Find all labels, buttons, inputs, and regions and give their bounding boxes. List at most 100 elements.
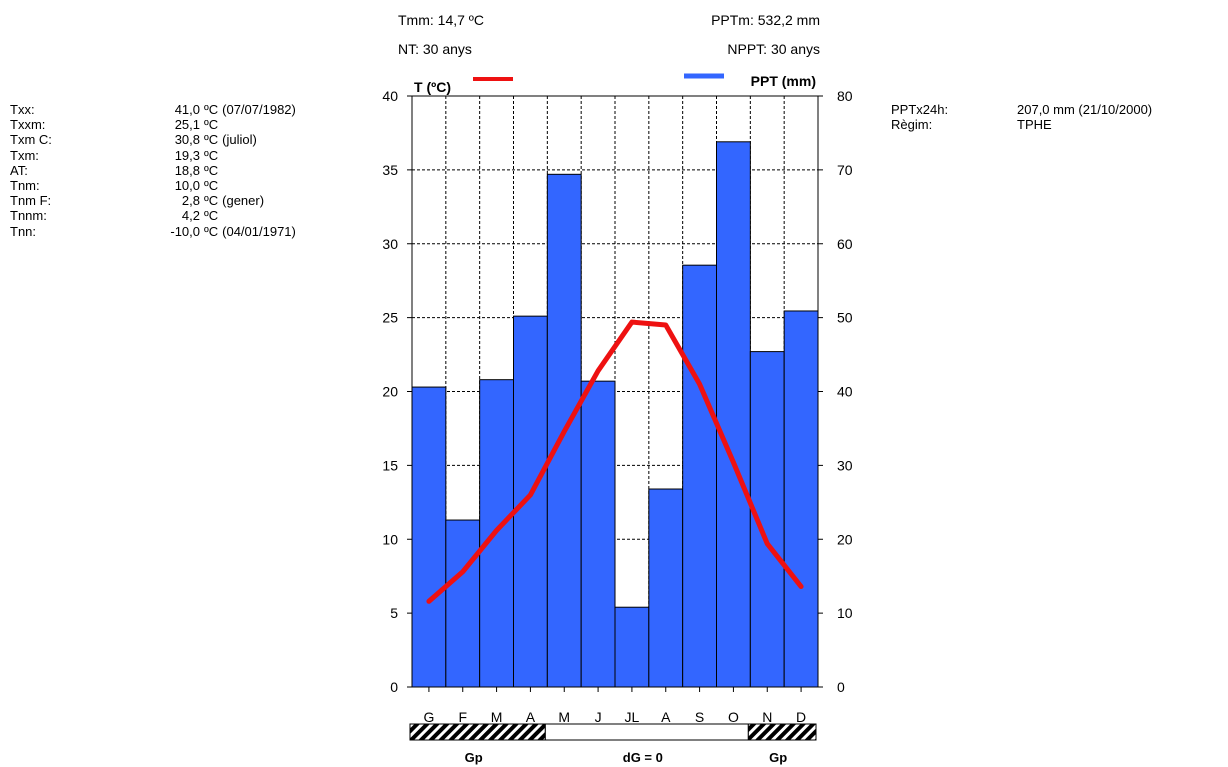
temperature-line: [426, 319, 804, 604]
ppt-bar: [614, 606, 650, 688]
stat-row: Txx: 41,0 ºC (07/07/1982): [10, 102, 296, 117]
stat-label: Tnm F:: [10, 193, 52, 209]
right-axis-tick-label: 40: [837, 384, 853, 400]
frost-band-label: dG = 0: [623, 750, 663, 765]
left-axis-tick-label: 25: [382, 310, 398, 326]
ppt-bar: [783, 310, 819, 688]
stat-unit: ºC: [204, 193, 219, 209]
stat-label: Règim:: [891, 117, 933, 133]
stat-row: Tnm F: 2,8 ºC (gener): [10, 193, 296, 208]
stat-value: TPHE: [1017, 117, 1052, 133]
stat-value: 25,1: [174, 117, 200, 133]
ppt-bar: [716, 141, 751, 688]
left-axis-tick-label: 10: [382, 531, 398, 547]
stat-row: Txxm: 25,1 ºC: [10, 117, 296, 132]
legend-temperature: T (ºC): [414, 79, 451, 95]
stat-label: Txm C:: [10, 132, 52, 148]
stat-extra: (07/07/1982): [222, 102, 296, 117]
month-label: D: [796, 709, 806, 725]
month-label: G: [423, 709, 434, 725]
stat-row: Tnnm: 4,2 ºC: [10, 208, 296, 223]
stat-label: Txxm:: [10, 117, 46, 133]
right-axis-tick-label: 30: [837, 457, 853, 473]
stat-value: 4,2: [181, 208, 200, 224]
stat-unit: ºC: [204, 147, 219, 163]
stat-row: Tnn: -10,0 ºC (04/01/1971): [10, 224, 296, 239]
stat-row: Règim: TPHE: [891, 117, 1152, 132]
stat-row: Txm: 19,3 ºC: [10, 148, 296, 163]
ppt-bar: [682, 264, 718, 688]
stat-row: Tnm: 10,0 ºC: [10, 178, 296, 193]
ppt-bar: [445, 519, 481, 688]
left-axis-tick-label: 20: [382, 384, 398, 400]
stat-row: Txm C: 30,8 ºC (juliol): [10, 132, 296, 147]
left-axis-tick-label: 0: [390, 679, 398, 695]
stat-unit: ºC: [204, 208, 219, 224]
month-label: J: [595, 709, 602, 725]
left-axis-tick-label: 35: [382, 162, 398, 178]
month-label: A: [526, 709, 536, 725]
stat-unit: ºC: [204, 162, 219, 178]
month-label: F: [458, 709, 467, 725]
stat-extra: (juliol): [222, 132, 257, 148]
precipitation-stats: PPTx24h: 207,0 mm (21/10/2000) Règim: TPHE: [891, 102, 1152, 132]
stat-value: 2,8: [181, 193, 200, 209]
stat-label: Tnn:: [10, 223, 37, 239]
month-label: JL: [625, 709, 640, 725]
stat-value: 41,0: [174, 102, 200, 117]
stat-unit: ºC: [204, 117, 219, 133]
right-axis-tick-label: 80: [837, 88, 853, 104]
stat-extra: (gener): [222, 193, 265, 209]
frost-band-label: Gp: [769, 750, 787, 765]
nt-label: NT: 30 anys: [398, 41, 472, 57]
stat-label: Txx:: [10, 102, 35, 117]
right-axis-tick-label: 70: [837, 162, 853, 178]
temperature-stats: Txx: 41,0 ºC (07/07/1982) Txxm: 25,1 ºC Txm C: 3…: [10, 102, 296, 239]
right-axis-tick-label: 60: [837, 236, 853, 252]
tmm-label: Tmm: 14,7 ºC: [398, 12, 485, 28]
ppt-bar: [648, 488, 684, 688]
stat-unit: ºC: [204, 178, 219, 194]
nppt-label: NPPT: 30 anys: [727, 41, 820, 57]
month-label: O: [728, 709, 739, 725]
ppt-bar: [580, 380, 616, 688]
month-label: M: [491, 709, 503, 725]
stat-value: -10,0: [170, 223, 200, 239]
right-axis-tick-label: 0: [837, 679, 845, 695]
stat-value: 30,8: [174, 132, 200, 148]
ppt-bar: [513, 315, 548, 688]
pptm-label: PPTm: 532,2 mm: [711, 12, 820, 28]
stat-label: Txm:: [10, 147, 39, 163]
stat-label: Tnnm:: [10, 208, 47, 224]
stat-value: 18,8: [174, 162, 200, 178]
frost-band-hatched: [409, 723, 546, 741]
stat-row: PPTx24h: 207,0 mm (21/10/2000): [891, 102, 1152, 117]
stat-unit: ºC: [204, 223, 219, 239]
stat-value: 10,0: [174, 178, 200, 194]
frost-band-plain: [544, 723, 749, 741]
stat-row: AT: 18,8 ºC: [10, 163, 296, 178]
stat-unit: ºC: [204, 132, 219, 148]
stat-value: 19,3: [174, 147, 200, 163]
frost-band-label: Gp: [465, 750, 483, 765]
left-axis-tick-label: 5: [390, 605, 398, 621]
left-axis-tick-label: 40: [382, 88, 398, 104]
left-axis-tick-label: 15: [382, 457, 398, 473]
stat-label: PPTx24h:: [891, 102, 949, 117]
stat-label: AT:: [10, 162, 28, 178]
stat-extra: (04/01/1971): [222, 223, 296, 239]
month-label: S: [695, 709, 704, 725]
month-label: M: [558, 709, 570, 725]
month-label: A: [661, 709, 671, 725]
ppt-bar: [411, 386, 447, 688]
left-axis-tick-label: 30: [382, 236, 398, 252]
stat-value: 207,0 mm (21/10/2000): [1017, 102, 1153, 117]
frost-band-hatched: [747, 723, 817, 741]
stat-label: Tnm:: [10, 178, 40, 194]
stat-unit: ºC: [204, 102, 219, 117]
right-axis-tick-label: 10: [837, 605, 853, 621]
month-label: N: [762, 709, 772, 725]
legend-precipitation: PPT (mm): [751, 73, 816, 89]
right-axis-tick-label: 50: [837, 310, 853, 326]
